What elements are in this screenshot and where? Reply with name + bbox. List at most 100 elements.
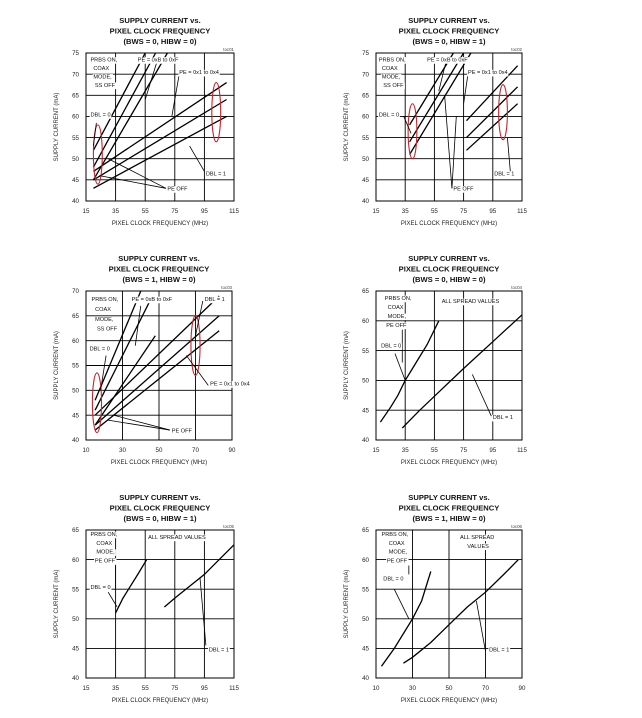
y-tick-label: 50 bbox=[72, 616, 79, 623]
series-line bbox=[92, 52, 157, 168]
series-line bbox=[92, 52, 168, 181]
highlight-oval bbox=[498, 84, 508, 141]
annotation-backing bbox=[89, 531, 119, 539]
annotation-label: DBL = 1 bbox=[206, 172, 226, 178]
annotation-label: DBL = 0 bbox=[381, 344, 401, 350]
series-line bbox=[94, 295, 220, 416]
y-axis-label: SUPPLY CURRENT (mA) bbox=[54, 331, 60, 400]
annotation-label: DBL = 1 bbox=[205, 297, 225, 303]
y-tick-label: 65 bbox=[72, 527, 79, 534]
annotation-backing bbox=[386, 558, 409, 565]
annotation-label: PE OFF bbox=[95, 559, 116, 565]
plot-frame bbox=[375, 290, 523, 441]
y-tick-label: 60 bbox=[72, 114, 79, 121]
chart-toc03: SUPPLY CURRENT vs. PIXEL CLOCK FREQUENCY(… bbox=[54, 254, 251, 466]
annotation-label: PRBS ON, bbox=[90, 532, 117, 538]
annotation-backing bbox=[380, 343, 403, 350]
highlight-oval bbox=[211, 82, 222, 143]
y-tick-label: 55 bbox=[362, 135, 369, 142]
annotation-leader bbox=[195, 300, 204, 336]
chart-title-line: SUPPLY CURRENT vs. bbox=[408, 16, 489, 25]
annotation-leader bbox=[393, 589, 410, 619]
series-line bbox=[466, 86, 519, 139]
annotation-label: COAX bbox=[382, 66, 398, 72]
annotation-backing bbox=[386, 304, 405, 312]
annotation-label: SS OFF bbox=[95, 83, 116, 89]
annotation-leader bbox=[134, 305, 142, 346]
y-tick-label: 70 bbox=[72, 288, 79, 295]
x-tick-label: 15 bbox=[373, 208, 380, 215]
annotation-leader bbox=[99, 175, 166, 189]
annotation-leader bbox=[438, 61, 447, 92]
annotation-backing bbox=[209, 381, 251, 388]
chart-title-line: PIXEL CLOCK FREQUENCY bbox=[109, 265, 210, 274]
series-line bbox=[94, 330, 220, 431]
annotation-label: MODE, bbox=[389, 550, 408, 556]
x-tick-label: 75 bbox=[460, 447, 467, 454]
y-tick-label: 50 bbox=[362, 378, 369, 385]
annotation-backing bbox=[89, 57, 119, 64]
x-tick-label: 95 bbox=[201, 685, 208, 692]
annotation-label: ALL SPREAD VALUES bbox=[148, 535, 206, 541]
x-tick-label: 50 bbox=[156, 447, 163, 454]
annotation-label: PE = 0x1 to 0x4 bbox=[210, 381, 250, 387]
annotation-leader bbox=[107, 419, 171, 431]
annotation-leader bbox=[471, 374, 492, 417]
y-tick-label: 60 bbox=[72, 338, 79, 345]
y-tick-label: 55 bbox=[72, 135, 79, 142]
annotation-label: MODE, bbox=[96, 550, 115, 556]
x-tick-label: 55 bbox=[431, 447, 438, 454]
y-tick-label: 75 bbox=[72, 50, 79, 57]
figure-code: toc01 bbox=[223, 47, 234, 52]
series-line bbox=[403, 559, 519, 664]
y-tick-label: 75 bbox=[362, 50, 369, 57]
y-tick-label: 65 bbox=[362, 92, 369, 99]
annotation-label: PE = 0xB to 0xF bbox=[427, 57, 468, 63]
annotation-leader bbox=[108, 158, 167, 189]
annotation-backing bbox=[94, 306, 113, 314]
x-tick-label: 115 bbox=[229, 685, 239, 692]
chart-title-line: (BWS = 1, HIBW = 0) bbox=[123, 275, 196, 284]
y-tick-label: 50 bbox=[72, 156, 79, 163]
series-line bbox=[379, 320, 440, 423]
chart-title-line: (BWS = 1, HIBW = 0) bbox=[413, 514, 486, 523]
annotation-backing bbox=[381, 74, 402, 81]
y-tick-label: 45 bbox=[362, 646, 369, 653]
x-tick-label: 15 bbox=[83, 208, 90, 215]
y-tick-label: 70 bbox=[362, 71, 369, 78]
annotation-backing bbox=[90, 296, 120, 304]
series-line bbox=[94, 315, 220, 426]
highlight-oval bbox=[91, 372, 103, 434]
annotation-label: MODE, bbox=[382, 74, 401, 80]
series-line bbox=[409, 52, 465, 143]
annotation-label: PE OFF bbox=[386, 323, 407, 329]
chart-title-line: SUPPLY CURRENT vs. bbox=[408, 493, 489, 502]
series-line bbox=[466, 65, 519, 122]
x-tick-label: 55 bbox=[142, 685, 149, 692]
annotation-leader bbox=[463, 74, 469, 104]
annotation-backing bbox=[380, 531, 410, 539]
annotation-backing bbox=[94, 316, 115, 324]
highlight-oval bbox=[92, 124, 103, 185]
annotation-leader bbox=[189, 145, 205, 172]
chart-title-line: PIXEL CLOCK FREQUENCY bbox=[399, 27, 500, 36]
x-tick-label: 15 bbox=[83, 685, 90, 692]
y-tick-label: 50 bbox=[362, 616, 369, 623]
annotation-label: VALUES bbox=[467, 544, 489, 550]
annotation-leader bbox=[186, 355, 209, 386]
x-tick-label: 35 bbox=[402, 447, 409, 454]
x-tick-label: 70 bbox=[482, 685, 489, 692]
annotation-label: DBL = 0 bbox=[90, 585, 110, 591]
series-line bbox=[115, 559, 148, 614]
annotation-backing bbox=[94, 558, 117, 565]
y-axis-label: SUPPLY CURRENT (mA) bbox=[344, 93, 350, 162]
chart-title-line: PIXEL CLOCK FREQUENCY bbox=[399, 504, 500, 513]
series-line bbox=[409, 52, 454, 126]
y-tick-label: 45 bbox=[362, 407, 369, 414]
annotation-backing bbox=[92, 65, 111, 73]
annotation-backing bbox=[440, 298, 501, 306]
series-line bbox=[92, 52, 146, 151]
x-axis-label: PIXEL CLOCK FREQUENCY (MHz) bbox=[401, 221, 497, 227]
x-tick-label: 75 bbox=[171, 208, 178, 215]
annotation-backing bbox=[89, 112, 112, 119]
